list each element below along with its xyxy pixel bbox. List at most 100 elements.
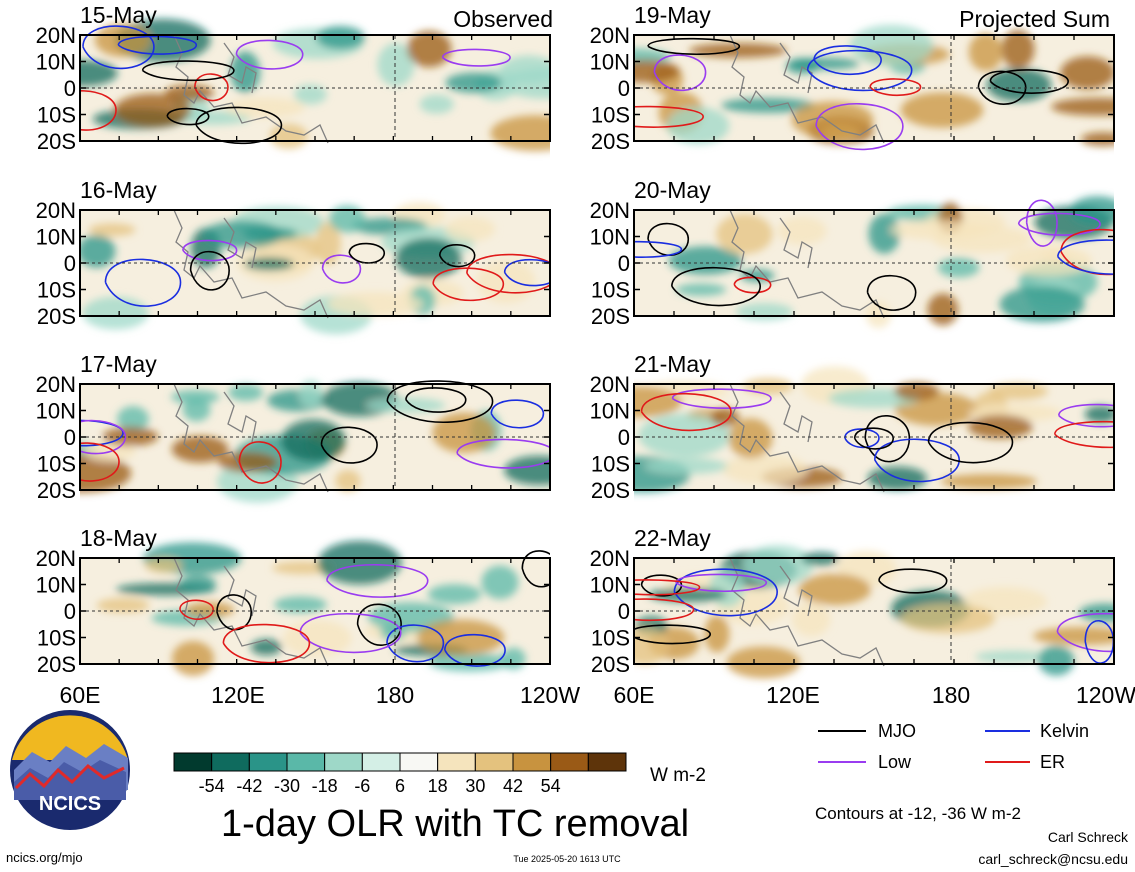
panel-date: 18-May <box>80 525 157 551</box>
colorbar-tick: 18 <box>428 776 448 796</box>
contour-note: Contours at -12, -36 W m-2 <box>815 804 1021 823</box>
lat-label: 20S <box>37 129 76 154</box>
panel-date: 16-May <box>80 177 157 203</box>
colorbar-swatch <box>550 752 589 772</box>
lat-label: 0 <box>618 76 630 101</box>
colorbar-units: W m-2 <box>650 765 706 786</box>
colorbar-swatch <box>437 752 476 772</box>
lat-label: 20N <box>36 23 76 48</box>
panel-date: 22-May <box>634 525 711 551</box>
lat-label: 10N <box>36 399 76 424</box>
lat-label: 20S <box>37 478 76 503</box>
lat-label: 0 <box>64 599 76 624</box>
lat-label: 10N <box>590 399 630 424</box>
lat-label: 0 <box>618 425 630 450</box>
colorbar-tick: -6 <box>354 776 370 796</box>
lon-label: 120E <box>766 682 820 708</box>
lat-label: 10S <box>37 103 76 128</box>
lat-label: 20S <box>37 652 76 677</box>
panel-tag: Observed <box>453 6 553 32</box>
colorbar-swatch <box>211 752 250 772</box>
lat-label: 0 <box>618 599 630 624</box>
lat-label: 10S <box>37 278 76 303</box>
lat-label: 10N <box>36 573 76 598</box>
lat-label: 0 <box>64 76 76 101</box>
lat-label: 10N <box>36 50 76 75</box>
lat-label: 20N <box>36 198 76 223</box>
lat-label: 20S <box>591 129 630 154</box>
legend-low: Low <box>878 752 912 772</box>
colorbar-tick: 42 <box>503 776 523 796</box>
legend-er: ER <box>1040 752 1065 772</box>
colorbar-swatch <box>324 752 363 772</box>
lat-label: 20N <box>590 23 630 48</box>
lat-label: 0 <box>64 251 76 276</box>
colorbar-tick: -18 <box>312 776 338 796</box>
panel-date: 17-May <box>80 351 157 377</box>
lon-label: 180 <box>376 682 414 708</box>
lat-label: 10S <box>37 452 76 477</box>
colorbar-swatch <box>286 752 326 772</box>
colorbar-tick: 30 <box>465 776 485 796</box>
colorbar-tick: -42 <box>236 776 262 796</box>
lat-label: 20N <box>36 546 76 571</box>
lat-label: 10N <box>590 225 630 250</box>
panel-date: 19-May <box>634 2 711 28</box>
lon-labels-left: 60E 120E 180 120W <box>60 682 581 708</box>
lat-label: 10S <box>591 103 630 128</box>
colorbar-tick: -54 <box>199 776 225 796</box>
lat-label: 20S <box>591 478 630 503</box>
lat-label: 10N <box>590 573 630 598</box>
logo-text: NCICS <box>39 793 101 815</box>
colorbar-swatch <box>248 752 288 772</box>
colorbar-swatch <box>399 752 439 772</box>
lat-label: 20S <box>37 304 76 329</box>
lat-label: 20S <box>591 304 630 329</box>
lat-label: 10S <box>37 626 76 651</box>
lat-label: 10N <box>36 225 76 250</box>
panel-date: 20-May <box>634 177 711 203</box>
panel-date: 15-May <box>80 2 157 28</box>
colorbar-swatch <box>474 752 514 772</box>
lat-label: 20N <box>590 372 630 397</box>
footer-author: Carl Schreck <box>1048 829 1129 845</box>
colorbar-swatch <box>512 752 552 772</box>
legend-kelvin: Kelvin <box>1040 721 1089 741</box>
footer-email: carl_schreck@ncsu.edu <box>978 851 1128 867</box>
contour-legend: MJO Kelvin Low ER <box>818 721 1089 772</box>
lat-label: 20N <box>36 372 76 397</box>
lon-label: 60E <box>614 682 655 708</box>
colorbar-swatch <box>587 752 627 772</box>
lat-label: 20N <box>590 546 630 571</box>
panel-date: 21-May <box>634 351 711 377</box>
figure-title: 1-day OLR with TC removal <box>221 803 689 845</box>
lon-label: 120W <box>1076 682 1135 708</box>
lat-label: 10S <box>591 452 630 477</box>
colorbar-swatch <box>173 752 213 772</box>
colorbar-tick: 6 <box>395 776 405 796</box>
colorbar: -54 -42 -30 -18 -6 6 18 30 42 54 <box>173 752 627 796</box>
legend-mjo: MJO <box>878 721 916 741</box>
lat-label: 10S <box>591 278 630 303</box>
lat-label: 10S <box>591 626 630 651</box>
lon-label: 60E <box>60 682 101 708</box>
footer-timestamp: Tue 2025-05-20 1613 UTC <box>513 854 621 864</box>
lat-label: 10N <box>590 50 630 75</box>
lon-labels-right: 60E 120E 180 120W <box>614 682 1135 708</box>
colorbar-tick: -30 <box>274 776 300 796</box>
colorbar-tick: 54 <box>541 776 561 796</box>
lon-label: 180 <box>932 682 970 708</box>
footer-url: ncics.org/mjo <box>6 850 83 865</box>
panel-tag: Projected Sum <box>959 6 1110 32</box>
lat-label: 0 <box>618 251 630 276</box>
